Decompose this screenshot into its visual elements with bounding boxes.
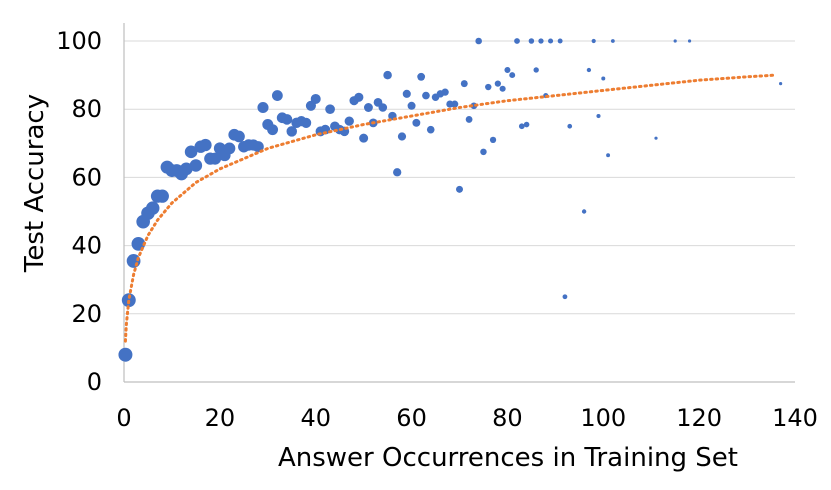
- data-point: [673, 39, 677, 43]
- y-tick-labels: 0 20 40 60 80 100: [56, 27, 102, 396]
- data-point: [441, 88, 449, 96]
- x-tick-80: 80: [492, 404, 523, 432]
- x-tick-labels: 0 20 40 60 80 100 120 140: [116, 404, 818, 432]
- data-point: [538, 38, 544, 44]
- data-point: [359, 133, 369, 143]
- data-point: [412, 118, 421, 127]
- data-point: [378, 103, 388, 112]
- data-point: [528, 38, 535, 44]
- data-point: [184, 145, 198, 159]
- data-point: [586, 67, 592, 73]
- y-tick-100: 100: [56, 27, 102, 55]
- data-point: [548, 38, 554, 44]
- data-point: [509, 72, 516, 79]
- trendline: [123, 73, 778, 343]
- data-point: [325, 104, 335, 115]
- data-point: [518, 123, 525, 130]
- x-tick-140: 140: [772, 404, 818, 432]
- y-tick-80: 80: [71, 95, 102, 123]
- data-point: [344, 116, 354, 126]
- data-point: [422, 91, 430, 100]
- data-point: [426, 125, 435, 134]
- data-points: [118, 37, 783, 362]
- data-point: [485, 83, 492, 91]
- data-point: [397, 132, 407, 141]
- data-point: [504, 66, 511, 73]
- data-point: [480, 148, 487, 156]
- x-tick-100: 100: [580, 404, 626, 432]
- data-point: [596, 113, 601, 119]
- data-point: [252, 141, 264, 153]
- data-point: [209, 152, 222, 165]
- data-point: [233, 130, 245, 143]
- data-point: [591, 38, 596, 44]
- data-point: [320, 124, 331, 135]
- data-point: [610, 39, 615, 43]
- data-point: [286, 126, 297, 137]
- data-point: [179, 162, 193, 176]
- data-point: [687, 39, 692, 43]
- x-axis-title: Answer Occurrences in Training Set: [278, 443, 738, 473]
- gridlines: [124, 40, 795, 315]
- data-point: [417, 72, 426, 81]
- data-point: [494, 80, 501, 87]
- data-point: [779, 82, 783, 86]
- y-axis-title: Test Accuracy: [20, 94, 50, 273]
- data-point: [155, 189, 169, 203]
- data-point: [393, 168, 402, 177]
- data-point: [199, 138, 212, 152]
- y-tick-40: 40: [71, 232, 102, 260]
- data-point: [267, 124, 279, 136]
- data-point: [281, 114, 293, 125]
- data-point: [257, 101, 269, 114]
- x-tick-40: 40: [300, 404, 331, 432]
- data-point: [383, 70, 392, 80]
- x-tick-0: 0: [116, 404, 131, 432]
- data-point: [223, 142, 236, 155]
- data-point: [301, 117, 312, 128]
- data-point: [451, 100, 459, 108]
- data-point: [310, 93, 321, 104]
- data-point: [557, 38, 563, 44]
- data-point: [562, 294, 568, 300]
- x-tick-20: 20: [205, 404, 236, 432]
- data-point: [402, 89, 411, 98]
- data-point: [606, 153, 611, 158]
- data-point: [363, 103, 373, 112]
- data-point: [499, 85, 506, 92]
- data-point: [407, 101, 416, 110]
- data-point: [581, 209, 587, 214]
- data-point: [118, 347, 133, 362]
- y-tick-20: 20: [71, 300, 102, 328]
- data-point: [456, 185, 463, 193]
- data-point: [354, 92, 364, 102]
- x-tick-120: 120: [676, 404, 722, 432]
- data-point: [189, 159, 203, 172]
- data-point: [460, 80, 468, 88]
- axes: [123, 23, 795, 383]
- y-tick-0: 0: [87, 368, 102, 396]
- data-point: [489, 136, 497, 144]
- y-tick-60: 60: [71, 163, 102, 191]
- data-point: [146, 201, 160, 215]
- data-point: [514, 38, 520, 44]
- data-point: [475, 37, 482, 45]
- data-point: [465, 116, 473, 123]
- x-tick-60: 60: [396, 404, 427, 432]
- data-point: [533, 67, 539, 73]
- data-point: [523, 121, 530, 128]
- data-point: [271, 90, 283, 101]
- data-point: [654, 136, 658, 140]
- data-point: [567, 123, 573, 129]
- data-point: [601, 76, 606, 81]
